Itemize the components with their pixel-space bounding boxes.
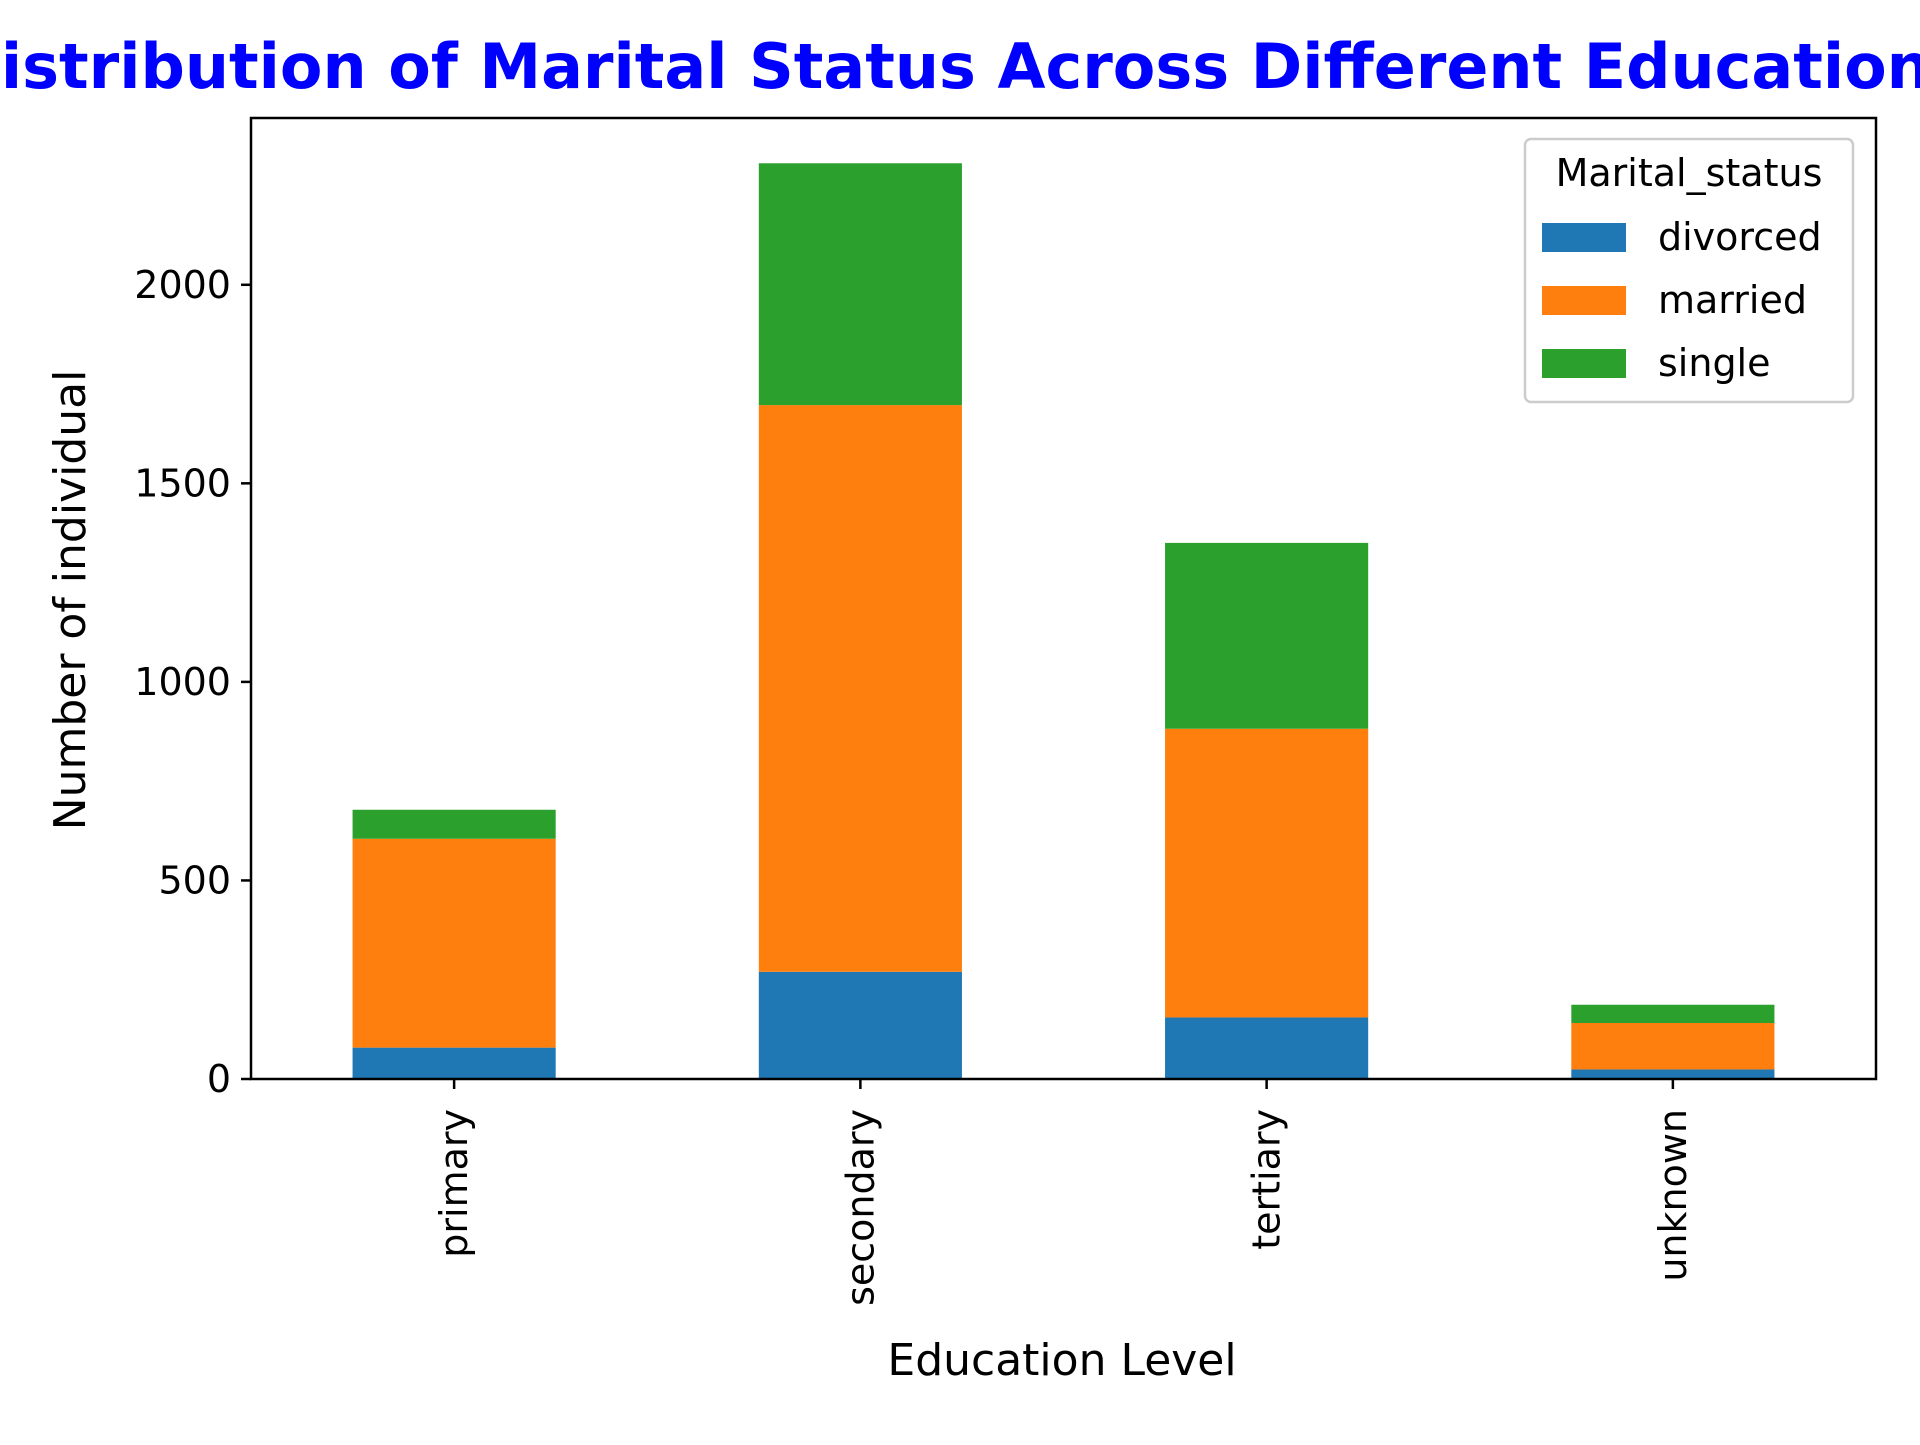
legend-label-single: single	[1658, 341, 1771, 385]
x-tick-label: unknown	[1651, 1109, 1695, 1282]
legend-label-divorced: divorced	[1658, 215, 1822, 259]
x-axis-label: Education Level	[887, 1335, 1236, 1386]
y-tick-label: 0	[207, 1057, 231, 1101]
bar-single-primary	[352, 809, 556, 839]
bar-married-unknown	[1571, 1023, 1775, 1070]
bar-divorced-tertiary	[1165, 1017, 1369, 1079]
legend: Marital_status divorced married single	[1523, 137, 1855, 404]
legend-label-married: married	[1658, 278, 1807, 322]
y-tick-label: 1500	[134, 461, 231, 505]
legend-swatch-single	[1542, 349, 1626, 378]
y-tick-label: 2000	[134, 263, 231, 307]
y-tick-label: 500	[158, 858, 231, 902]
x-tick-label: secondary	[838, 1109, 882, 1306]
y-axis-label: Number of individual	[45, 370, 96, 831]
plot-frame	[249, 116, 1878, 1081]
bar-divorced-secondary	[758, 971, 962, 1079]
x-tick-label: primary	[432, 1109, 476, 1258]
bars	[352, 163, 1775, 1079]
bar-married-secondary	[758, 405, 962, 972]
legend-title: Marital_status	[1556, 151, 1823, 195]
y-axis: 0 500 1000 1500 2000	[134, 263, 251, 1101]
bar-single-secondary	[758, 163, 962, 406]
x-tick-label: tertiary	[1245, 1109, 1289, 1250]
bar-single-tertiary	[1165, 542, 1369, 729]
bar-divorced-primary	[352, 1047, 556, 1079]
y-tick-label: 1000	[134, 660, 231, 704]
bar-married-primary	[352, 838, 556, 1048]
bar-divorced-unknown	[1571, 1069, 1775, 1079]
bar-single-unknown	[1571, 1004, 1775, 1024]
legend-swatch-divorced	[1542, 223, 1626, 252]
legend-box	[1523, 137, 1855, 404]
bar-married-tertiary	[1165, 728, 1369, 1018]
legend-swatch-married	[1542, 286, 1626, 315]
chart-title: Distribution of Marital Status Across Di…	[0, 30, 1920, 103]
x-axis: primary secondary tertiary unknown	[432, 1079, 1695, 1306]
